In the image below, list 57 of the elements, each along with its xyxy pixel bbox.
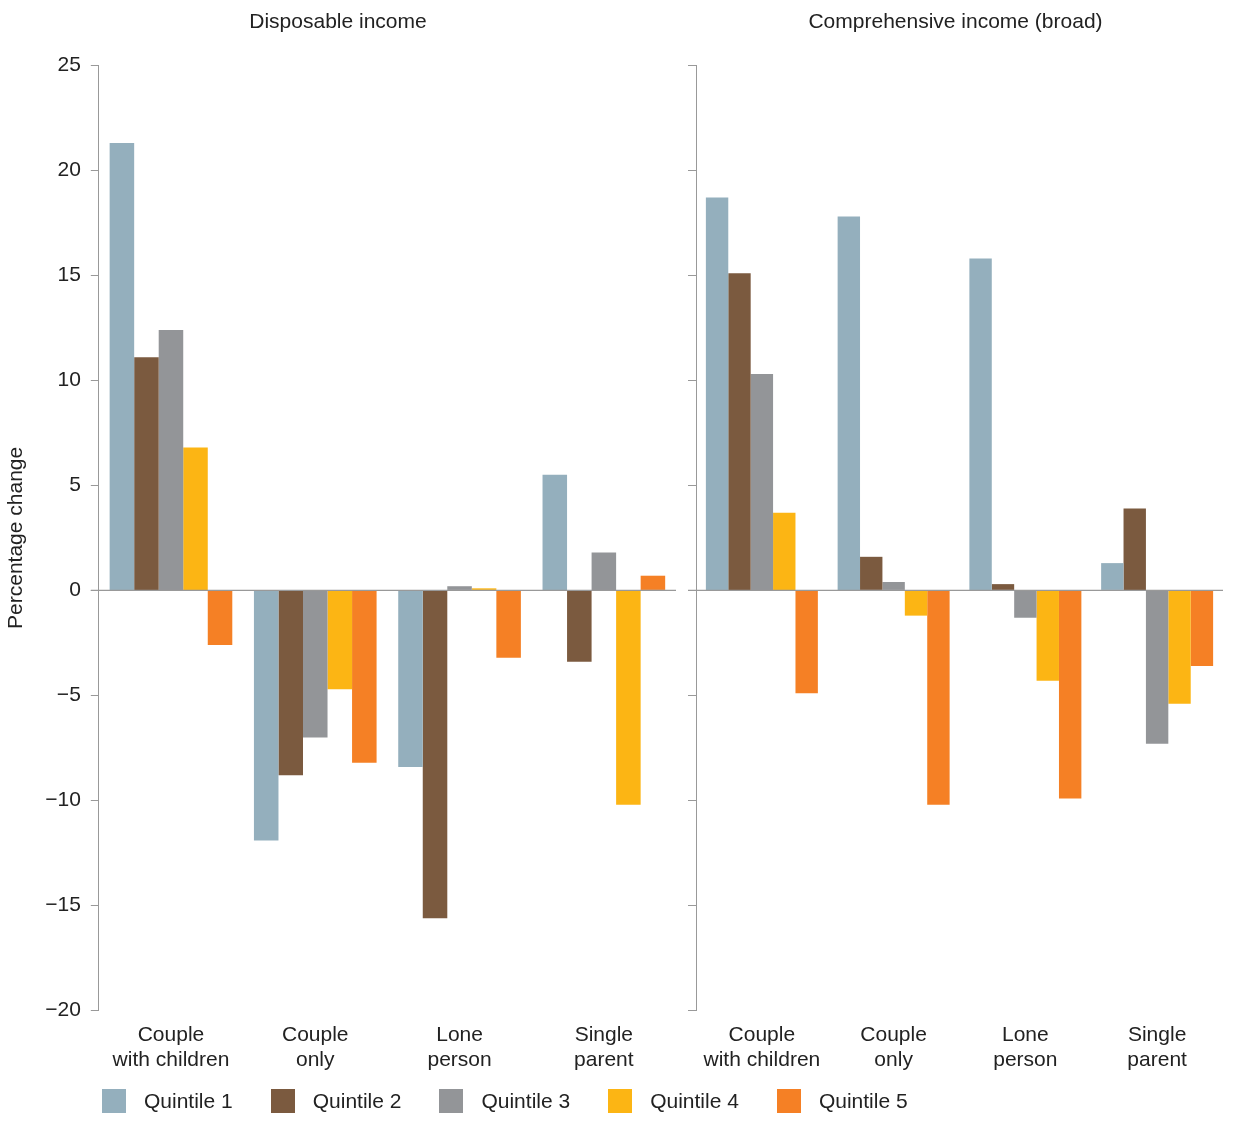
bar xyxy=(1168,590,1191,704)
bar xyxy=(773,512,796,590)
bar xyxy=(705,197,729,590)
y-tick-label: −15 xyxy=(45,892,81,916)
x-tick-label: Single parent xyxy=(1127,1022,1188,1071)
y-tick-label: 20 xyxy=(57,157,81,181)
bar xyxy=(860,556,883,590)
bar xyxy=(728,273,751,590)
x-tick-label: Single parent xyxy=(574,1022,634,1071)
bar xyxy=(278,590,303,776)
x-tick-label: Lone person xyxy=(993,1022,1058,1071)
bar xyxy=(927,590,950,805)
bar xyxy=(1058,590,1082,799)
bar xyxy=(1101,563,1124,590)
bar xyxy=(398,590,423,767)
bar xyxy=(207,590,233,646)
y-tick-label: −20 xyxy=(45,997,81,1021)
chart-title: Disposable income xyxy=(249,9,427,33)
bar xyxy=(542,474,568,590)
legend-label: Quintile 5 xyxy=(818,1089,908,1113)
bar xyxy=(253,590,279,841)
y-tick-label: 5 xyxy=(69,472,81,496)
bar xyxy=(795,590,818,694)
bar xyxy=(969,258,992,590)
y-tick-label: 0 xyxy=(69,577,81,601)
legend-label: Quintile 1 xyxy=(144,1089,233,1113)
bar xyxy=(837,216,861,590)
bar xyxy=(422,590,448,919)
y-tick-label: 15 xyxy=(57,262,81,286)
x-tick-label: Couple with children xyxy=(111,1022,230,1071)
bar xyxy=(640,575,666,590)
x-tick-label: Couple only xyxy=(281,1022,349,1071)
bar xyxy=(1036,590,1059,681)
x-tick-label: Lone person xyxy=(427,1022,492,1071)
bar xyxy=(183,447,208,590)
legend-label: Quintile 4 xyxy=(650,1089,739,1113)
bar xyxy=(134,357,159,590)
bar xyxy=(1123,508,1146,590)
bar xyxy=(616,590,641,805)
bar xyxy=(904,590,928,616)
bar xyxy=(567,590,592,662)
bar xyxy=(1190,590,1214,667)
chart-title: Comprehensive income (broad) xyxy=(808,9,1103,33)
legend-label: Quintile 2 xyxy=(312,1089,402,1113)
x-tick-label: Couple with children xyxy=(702,1022,821,1071)
legend-label: Quintile 3 xyxy=(481,1089,571,1113)
bar xyxy=(352,590,377,763)
bar xyxy=(991,584,1015,590)
bar xyxy=(327,590,353,690)
y-tick-label: −10 xyxy=(45,787,81,811)
y-axis-title: Percentage change xyxy=(3,446,27,629)
y-tick-label: −5 xyxy=(56,682,81,706)
x-tick-label: Couple only xyxy=(860,1022,927,1071)
y-tick-label: 10 xyxy=(57,367,81,391)
bar xyxy=(496,590,521,658)
y-tick-label: 25 xyxy=(57,52,81,75)
bar xyxy=(109,142,135,590)
